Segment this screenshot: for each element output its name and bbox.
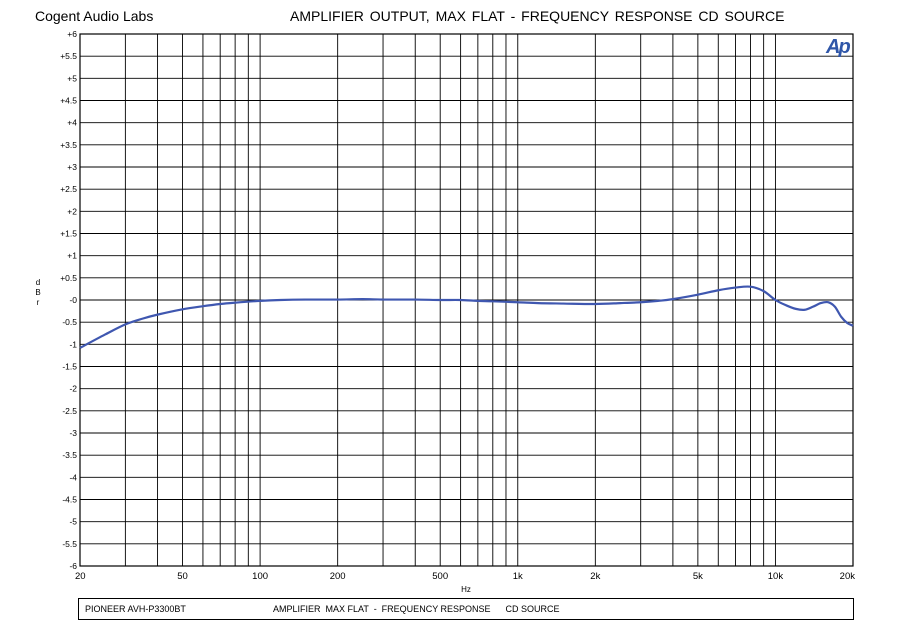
x-tick-label: 500 [432,571,448,582]
y-tick-label: +4 [67,118,77,128]
y-tick-label: +1 [67,251,77,261]
x-tick-label: 5k [693,571,703,582]
y-tick-label: +2 [67,206,77,216]
brand-name: Cogent Audio Labs [35,8,154,24]
y-tick-label: +6 [67,29,77,39]
x-tick-label: 100 [252,571,268,582]
y-tick-label: -6 [69,561,77,571]
device-model: PIONEER AVH-P3300BT [85,604,186,614]
y-tick-label: +2.5 [60,184,77,194]
y-tick-label: -0 [69,295,77,305]
y-tick-label: +3 [67,162,77,172]
y-tick-label: +1.5 [60,229,77,239]
x-tick-label: 10k [768,571,784,582]
x-tick-label: 200 [330,571,346,582]
y-tick-label: +4.5 [60,96,77,106]
ap-logo: Ap [825,36,850,58]
chart-title: AMPLIFIER OUTPUT, MAX FLAT - FREQUENCY R… [290,8,785,24]
y-tick-label: -1 [69,339,77,349]
y-tick-label: -5 [69,517,77,527]
x-tick-label: 2k [590,571,600,582]
y-tick-label: +0.5 [60,273,77,283]
y-tick-label: +5 [67,73,77,83]
x-axis-ticks: 20 50 100 200 500 1k 2k 5k 10k 20k [75,571,855,582]
x-tick-label: 20k [840,571,856,582]
y-tick-label: -3.5 [62,450,77,460]
x-tick-label: 1k [513,571,523,582]
y-tick-label: -2 [69,384,77,394]
plot-frame [79,33,854,567]
y-tick-label: -0.5 [62,317,77,327]
y-tick-label: -2.5 [62,406,77,416]
x-axis-label: Hz [461,585,471,594]
y-tick-label: -3 [69,428,77,438]
x-tick-label: 50 [177,571,188,582]
x-tick-label: 20 [75,571,86,582]
series-lines [79,285,854,349]
y-tick-label: -4.5 [62,495,77,505]
y-tick-label: -5.5 [62,539,77,549]
y-tick-label: +5.5 [60,51,77,61]
y-tick-label: -4 [69,472,77,482]
footer-description: AMPLIFIER MAX FLAT - FREQUENCY RESPONSE … [273,604,560,614]
y-tick-label: -1.5 [62,362,77,372]
frequency-response-chart: +6 +5.5 +5 +4.5 +4 +3.5 +3 +2.5 +2 +1.5 +1 +0.5 -0 -0… [35,29,855,594]
y-axis-ticks: +6 +5.5 +5 +4.5 +4 +3.5 +3 +2.5 +2 +1.5 +1 +0.5 -0 -0… [60,29,77,571]
footer-bar: PIONEER AVH-P3300BT AMPLIFIER MAX FLAT -… [78,598,854,620]
y-tick-label: +3.5 [60,140,77,150]
response-curve [79,285,854,349]
